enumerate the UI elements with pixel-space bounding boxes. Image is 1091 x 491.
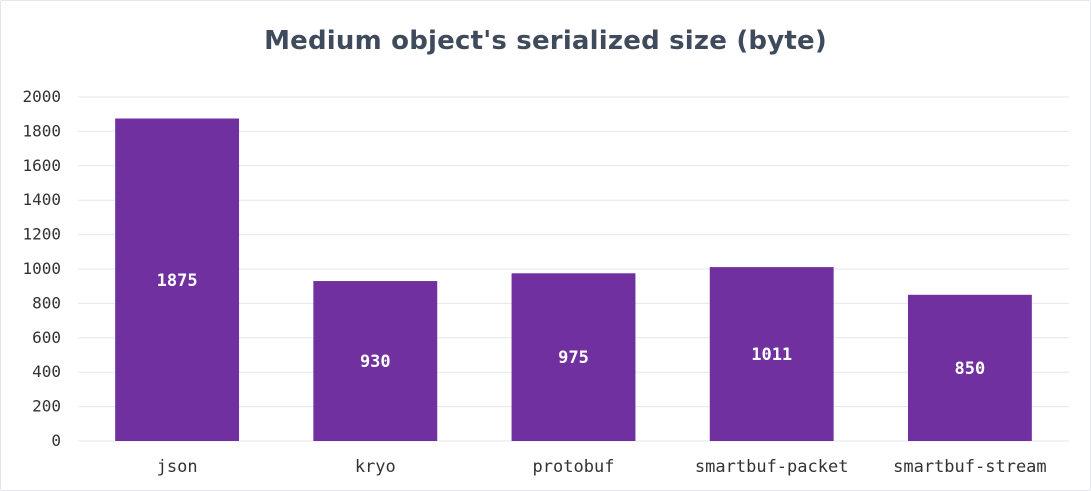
y-tick-label: 400 bbox=[32, 362, 61, 381]
bar-smartbuf-stream bbox=[907, 294, 1032, 441]
y-tick-label: 1800 bbox=[22, 121, 61, 140]
bar-value-label: 975 bbox=[558, 348, 589, 368]
y-tick-label: 1000 bbox=[22, 259, 61, 278]
y-tick-label: 800 bbox=[32, 293, 61, 312]
bar-protobuf bbox=[511, 273, 636, 441]
x-category-label: json bbox=[157, 457, 198, 477]
bar-value-label: 1875 bbox=[157, 271, 198, 291]
bar-smartbuf-packet bbox=[709, 267, 834, 441]
x-category-label: protobuf bbox=[533, 457, 615, 477]
y-tick-label: 200 bbox=[32, 397, 61, 416]
bar-value-label: 930 bbox=[360, 352, 391, 372]
y-tick-label: 0 bbox=[51, 431, 61, 450]
chart-title: Medium object's serialized size (byte) bbox=[264, 26, 827, 56]
y-tick-label: 600 bbox=[32, 328, 61, 347]
x-category-label: kryo bbox=[355, 457, 396, 477]
bar-value-label: 1011 bbox=[751, 345, 792, 365]
x-axis-labels: json kryo protobuf smartbuf-packet smartbuf-… bbox=[157, 457, 1047, 477]
bar-json bbox=[115, 118, 240, 441]
gridlines bbox=[78, 96, 1069, 442]
bars: 1875 930 975 1011 850 bbox=[115, 118, 1032, 441]
y-tick-label: 2000 bbox=[22, 87, 61, 106]
y-tick-label: 1200 bbox=[22, 225, 61, 244]
y-tick-label: 1600 bbox=[22, 156, 61, 175]
y-tick-label: 1400 bbox=[22, 190, 61, 209]
bar-value-label: 850 bbox=[955, 359, 986, 379]
bar-kryo bbox=[313, 281, 438, 441]
x-category-label: smartbuf-packet bbox=[695, 457, 849, 477]
y-axis-ticks: 0 200 400 600 800 1000 1200 1400 1600 1800 2000 bbox=[22, 87, 61, 450]
x-category-label: smartbuf-stream bbox=[893, 457, 1047, 477]
